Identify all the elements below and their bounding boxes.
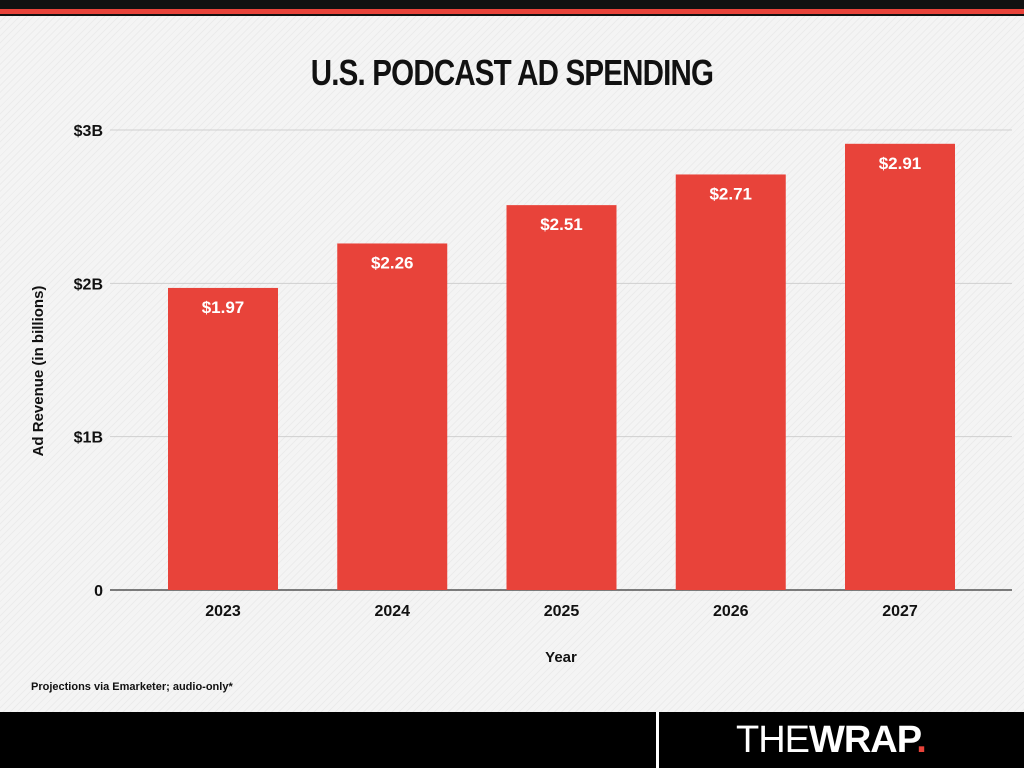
x-tick-label-2025: 2025 bbox=[544, 603, 580, 620]
y-tick-label: $2B bbox=[74, 276, 103, 293]
bar-2025 bbox=[506, 205, 617, 590]
top-accent-bar bbox=[0, 0, 1024, 16]
data-label-2026: $2.71 bbox=[709, 184, 752, 203]
bottom-brand-bar: THEWRAP. bbox=[0, 712, 1024, 768]
logo-the: THE bbox=[736, 719, 810, 761]
bar-2027 bbox=[845, 143, 955, 591]
bar-2026 bbox=[675, 174, 786, 590]
x-tick-label-2024: 2024 bbox=[374, 603, 410, 620]
chart-title: U.S. PODCAST AD SPENDING bbox=[310, 52, 714, 93]
y-axis-title: Ad Revenue (in billions) bbox=[30, 286, 47, 457]
data-label-2025: $2.51 bbox=[540, 215, 583, 234]
x-axis-ticks: 2023 2024 2025 2026 2027 bbox=[205, 603, 918, 620]
data-label-2024: $2.26 bbox=[371, 253, 414, 272]
x-axis-title: Year bbox=[545, 649, 577, 666]
y-tick-label: $3B bbox=[74, 123, 103, 140]
x-tick-label-2023: 2023 bbox=[205, 603, 241, 620]
logo-dot: . bbox=[916, 719, 927, 761]
y-tick-label: $1B bbox=[74, 430, 103, 447]
top-red-stripe bbox=[0, 9, 1024, 14]
bar-2023 bbox=[168, 287, 278, 590]
y-axis-ticks: 0 $1B $2B $3B bbox=[74, 123, 103, 600]
logo-wrap: WRAP bbox=[809, 719, 917, 761]
x-tick-label-2027: 2027 bbox=[882, 603, 918, 620]
y-tick-label: 0 bbox=[94, 583, 103, 600]
footnote: Projections via Emarketer; audio-only* bbox=[31, 681, 233, 693]
brand-divider bbox=[656, 712, 659, 768]
data-label-2023: $1.97 bbox=[202, 298, 245, 317]
x-tick-label-2026: 2026 bbox=[713, 603, 749, 620]
thewrap-logo: THEWRAP. bbox=[736, 719, 927, 761]
bars: $1.97 $2.26 $2.51 $2.71 $2.91 bbox=[168, 143, 955, 591]
data-label-2027: $2.91 bbox=[879, 154, 922, 173]
bar-chart: 0 $1B $2B $3B $1.97 $2.26 $2.51 $2.71 $2.91 202… bbox=[30, 123, 1012, 666]
bar-2024 bbox=[337, 243, 448, 590]
